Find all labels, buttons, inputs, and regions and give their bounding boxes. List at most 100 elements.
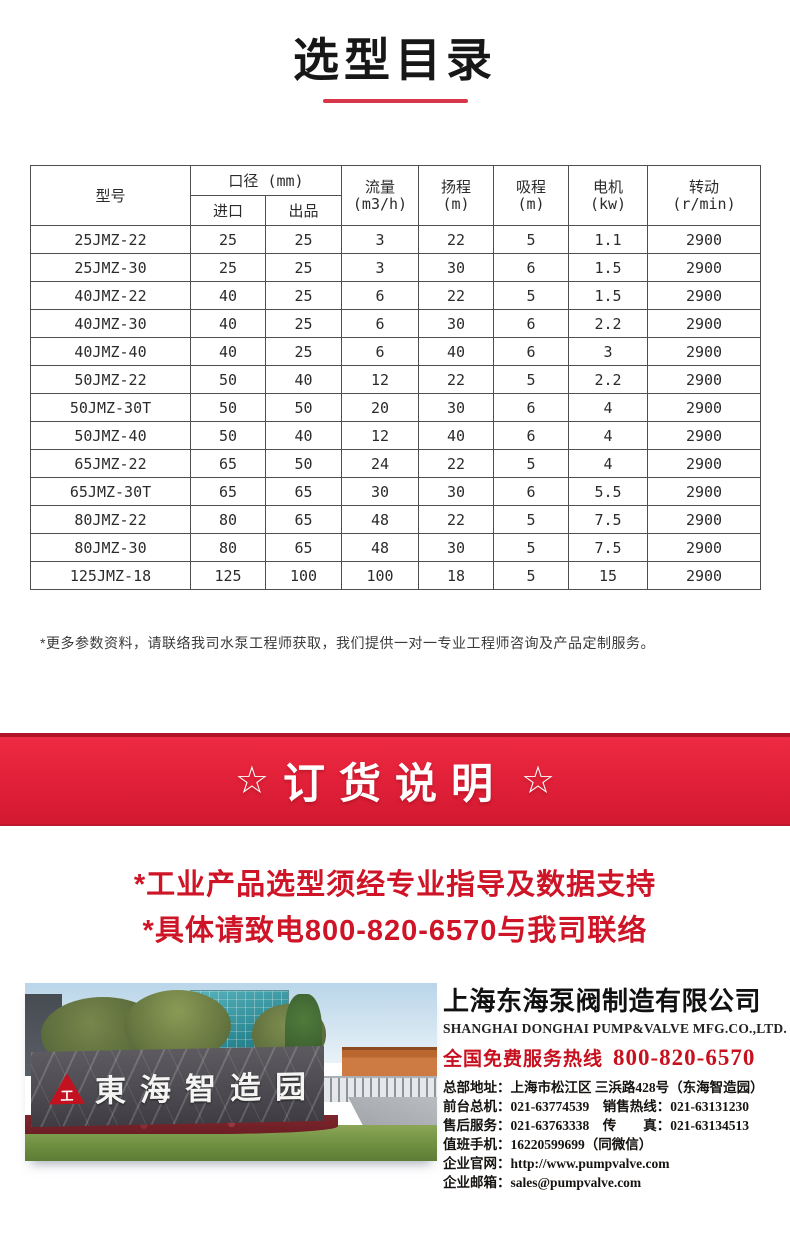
table-row: 50JMZ-22 50 40 12 22 5 2.2 2900 [30,365,761,394]
model-cell: 50JMZ-40 [30,421,191,450]
value-cell: 1.5 [568,281,648,310]
model-cell: 40JMZ-40 [30,337,191,366]
logo-glyph: 工 [60,1087,74,1104]
star-icon: ☆ [521,760,556,802]
table-row: 50JMZ-30T 50 50 20 30 6 4 2900 [30,393,761,422]
value-cell: 6 [493,421,569,450]
table-footnote: *更多参数资料，请联络我司水泵工程师获取，我们提供一对一专业工程师咨询及产品定制… [40,635,655,651]
value-cell: 30 [418,477,494,506]
value-cell: 100 [265,561,342,590]
model-cell: 65JMZ-30T [30,477,191,506]
table-row: 40JMZ-30 40 25 6 30 6 2.2 2900 [30,309,761,338]
value-cell: 5 [493,281,569,310]
value-cell: 5 [493,505,569,534]
value-cell: 22 [418,505,494,534]
value-cell: 30 [418,393,494,422]
header-speed-unit: (r/min) [672,194,736,213]
model-cell: 40JMZ-30 [30,309,191,338]
contact-line: 售后服务：021-63763338 传 真：021-63134513 [443,1118,749,1133]
value-cell: 30 [418,533,494,562]
value-cell: 2900 [647,225,761,254]
value-cell: 5.5 [568,477,648,506]
table-row: 125JMZ-18 125 100 100 18 5 15 2900 [30,561,761,590]
contact-line: 企业邮箱：sales@pumpvalve.com [443,1175,642,1190]
header-model: 型号 [30,165,191,226]
value-cell: 2900 [647,393,761,422]
value-cell: 20 [341,393,419,422]
value-cell: 5 [493,533,569,562]
value-cell: 2900 [647,337,761,366]
value-cell: 125 [190,561,266,590]
value-cell: 18 [418,561,494,590]
header-inlet: 进口 [190,195,266,226]
value-cell: 2.2 [568,365,648,394]
table-row: 65JMZ-22 65 50 24 22 5 4 2900 [30,449,761,478]
header-motor-unit: (kw) [589,194,627,213]
value-cell: 50 [190,393,266,422]
value-cell: 6 [493,337,569,366]
donghai-logo-icon: 工 [49,1073,85,1105]
header-speed: 转动 (r/min) [647,165,761,226]
header-diameter: 口径 (mm) [190,165,342,196]
value-cell: 2900 [647,365,761,394]
header-head: 扬程 (m) [418,165,494,226]
value-cell: 7.5 [568,533,648,562]
hotline-number: 800-820-6570 [613,1045,756,1070]
value-cell: 2900 [647,309,761,338]
value-cell: 25 [265,309,342,338]
hotline-label: 全国免费服务热线 [443,1049,604,1070]
value-cell: 65 [265,533,342,562]
value-cell: 2900 [647,477,761,506]
value-cell: 22 [418,281,494,310]
selection-table: 型号 口径 (mm) 流量 (m3/h) 扬程 (m) 吸程 (m) 电机 (k… [30,165,761,590]
value-cell: 6 [493,477,569,506]
value-cell: 30 [341,477,419,506]
title-underline [322,99,468,103]
table-row: 80JMZ-30 80 65 48 30 5 7.5 2900 [30,533,761,562]
value-cell: 40 [265,421,342,450]
value-cell: 6 [493,309,569,338]
value-cell: 5 [493,225,569,254]
header-flow: 流量 (m3/h) [341,165,419,226]
header-speed-label: 转动 [688,177,719,196]
value-cell: 65 [190,449,266,478]
value-cell: 65 [190,477,266,506]
value-cell: 50 [190,365,266,394]
value-cell: 48 [341,505,419,534]
value-cell: 65 [265,477,342,506]
value-cell: 25 [265,281,342,310]
value-cell: 6 [493,393,569,422]
value-cell: 6 [341,281,419,310]
model-cell: 40JMZ-22 [30,281,191,310]
sign-wall-text: 東海智造园 [95,1068,321,1109]
value-cell: 50 [265,393,342,422]
model-cell: 50JMZ-22 [30,365,191,394]
value-cell: 80 [190,533,266,562]
value-cell: 40 [418,337,494,366]
value-cell: 30 [418,309,494,338]
value-cell: 6 [493,253,569,282]
value-cell: 25 [190,253,266,282]
value-cell: 48 [341,533,419,562]
value-cell: 5 [493,561,569,590]
table-body: 25JMZ-22 25 25 3 22 5 1.1 2900 25JMZ-30 25 25 3 30 6 1… [30,225,761,590]
order-instructions-banner: ☆ 订货说明 ☆ [0,733,790,826]
value-cell: 40 [190,281,266,310]
photo-sign-wall: 工 東海智造园 [31,1045,324,1127]
table-row: 80JMZ-22 80 65 48 22 5 7.5 2900 [30,505,761,534]
notice-line-2: *具体请致电800-820-6570与我司联络 [142,915,648,947]
table-row: 25JMZ-30 25 25 3 30 6 1.5 2900 [30,253,761,282]
value-cell: 4 [568,421,648,450]
company-name-cn: 上海东海泵阀制造有限公司 [443,986,762,1016]
model-cell: 25JMZ-30 [30,253,191,282]
banner-title-text: 订货说明 [282,760,507,807]
value-cell: 3 [568,337,648,366]
table-row: 25JMZ-22 25 25 3 22 5 1.1 2900 [30,225,761,254]
table-header: 型号 口径 (mm) 流量 (m3/h) 扬程 (m) 吸程 (m) 电机 (k… [30,165,761,226]
contact-line: 值班手机：16220599699（同微信） [443,1137,653,1152]
value-cell: 2900 [647,505,761,534]
star-icon: ☆ [234,760,269,802]
value-cell: 30 [418,253,494,282]
value-cell: 4 [568,449,648,478]
